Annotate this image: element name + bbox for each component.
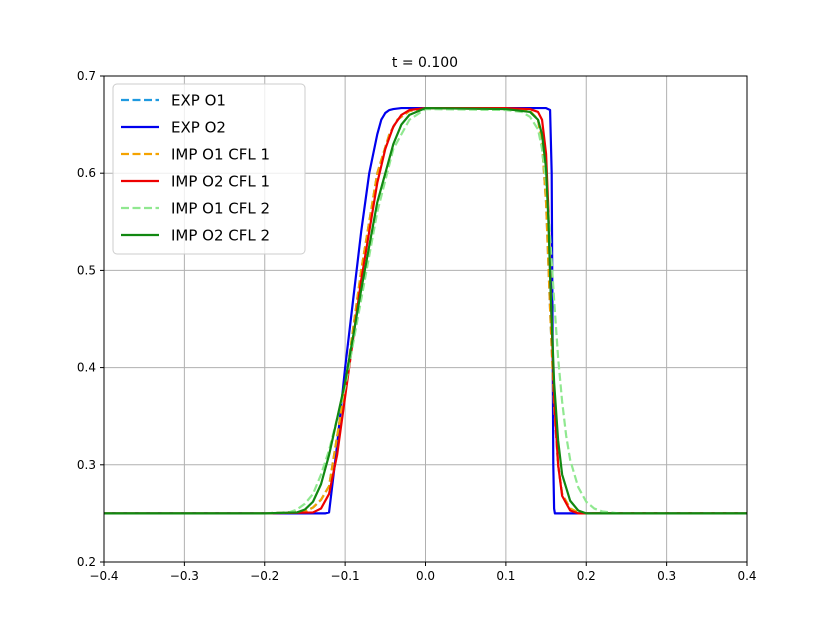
x-tick-label: 0.4 xyxy=(737,569,756,583)
y-tick-label: 0.6 xyxy=(77,166,96,180)
axes: −0.4 −0.3 −0.2 −0.1 0.0 0.1 0.2 0.3 0.4 0.2 0.3 0.4… xyxy=(77,69,757,583)
y-tick-label: 0.3 xyxy=(77,458,96,472)
y-tick-label: 0.2 xyxy=(77,555,96,569)
chart-title: t = 0.100 xyxy=(392,55,458,71)
y-tick-label: 0.4 xyxy=(77,361,96,375)
x-tick-label: 0.0 xyxy=(416,569,435,583)
y-tick-label: 0.5 xyxy=(77,263,96,277)
legend-label: IMP O1 CFL 2 xyxy=(171,200,270,218)
x-tick-label: −0.4 xyxy=(89,569,118,583)
series-line-5 xyxy=(104,107,747,515)
series-line-6 xyxy=(104,106,747,515)
legend-label: EXP O1 xyxy=(171,92,226,110)
legend-label: IMP O2 CFL 1 xyxy=(171,173,270,191)
legend-label: IMP O1 CFL 1 xyxy=(171,146,270,164)
y-tick-label: 0.7 xyxy=(77,69,96,83)
plot-frame xyxy=(103,75,748,563)
x-tick-label: −0.1 xyxy=(331,569,360,583)
x-tick-label: 0.2 xyxy=(577,569,596,583)
series-group xyxy=(104,106,747,515)
legend: EXP O1 EXP O2 IMP O1 CFL 1 IMP O2 CFL 1 IMP … xyxy=(112,83,306,255)
x-tick-label: 0.1 xyxy=(496,569,515,583)
x-tick-label: −0.2 xyxy=(250,569,279,583)
x-tick-label: 0.3 xyxy=(657,569,676,583)
x-tick-label: −0.3 xyxy=(170,569,199,583)
legend-label: IMP O2 CFL 2 xyxy=(171,227,270,245)
legend-box xyxy=(112,83,306,255)
legend-label: EXP O2 xyxy=(171,119,226,137)
